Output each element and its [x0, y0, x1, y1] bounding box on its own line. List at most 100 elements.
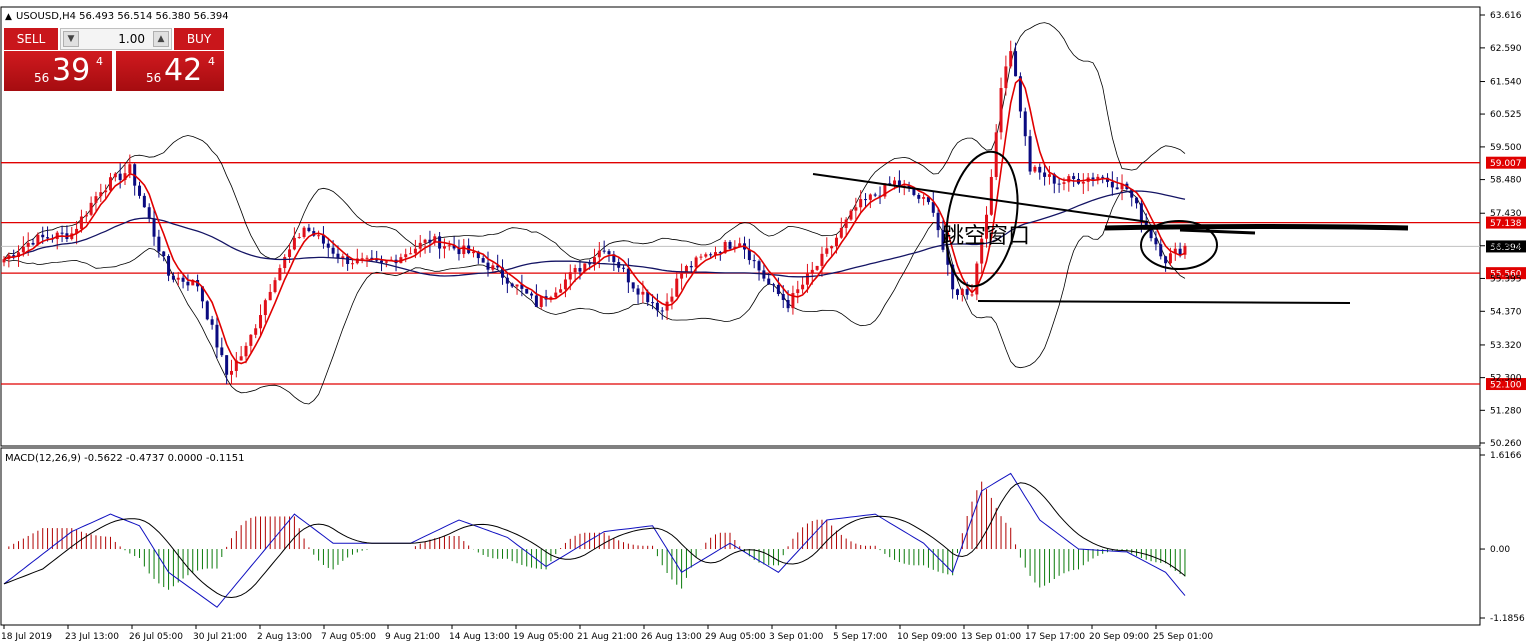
price-tick-label: 63.616: [1490, 11, 1522, 21]
time-label: 18 Jul 2019: [1, 632, 52, 642]
candle-body: [263, 300, 267, 316]
candle-body: [747, 249, 751, 261]
candle-body: [157, 236, 161, 252]
candle-body: [481, 258, 485, 263]
candle-body: [684, 265, 688, 273]
sell-price[interactable]: 56 39 4: [4, 51, 112, 91]
candle-body: [476, 251, 480, 259]
time-label: 9 Aug 21:00: [385, 632, 440, 642]
candle-body: [636, 288, 640, 295]
candle-body: [75, 228, 79, 234]
candle-body: [36, 234, 40, 245]
candle-body: [510, 283, 514, 287]
candle-body: [167, 256, 171, 276]
candle-body: [883, 183, 887, 197]
candle-body: [273, 280, 277, 292]
candle-body: [1047, 174, 1051, 177]
candle-body: [839, 227, 843, 238]
candle-body: [234, 360, 238, 371]
candle-body: [1081, 181, 1085, 184]
triangle-up-icon[interactable]: ▲: [5, 12, 12, 22]
candle-body: [612, 254, 616, 263]
candle-body: [1110, 181, 1114, 188]
candle-body: [1014, 51, 1018, 77]
candle-body: [428, 239, 432, 243]
lot-size-field[interactable]: ▼ 1.00 ▲: [60, 28, 172, 50]
buy-price[interactable]: 56 42 4: [116, 51, 224, 91]
candle-body: [220, 347, 224, 356]
level-label: 57.138: [1490, 219, 1522, 229]
candle-body: [704, 254, 708, 257]
candle-body: [186, 281, 190, 286]
candle-body: [583, 263, 587, 272]
marker-stroke-2: [1179, 228, 1256, 235]
level-label: 55.560: [1490, 270, 1522, 280]
candle-body: [941, 230, 945, 250]
candle-body: [244, 345, 248, 357]
lower-band: [3, 189, 1186, 405]
support-stroke: [977, 300, 1351, 304]
candle-body: [1062, 182, 1066, 184]
time-axis: 18 Jul 2019 23 Jul 13:00 26 Jul 05:00 30 Ju…: [1, 625, 1213, 642]
candle-body: [1115, 187, 1119, 190]
candle-body: [980, 238, 984, 264]
candle-body: [931, 202, 935, 213]
buy-button[interactable]: BUY: [174, 28, 224, 50]
candle-body: [1033, 166, 1037, 172]
candle-body: [655, 302, 659, 311]
candle-body: [89, 202, 93, 215]
candle-body: [1009, 51, 1013, 67]
candle-body: [810, 269, 814, 274]
price-tick-label: 62.590: [1490, 44, 1522, 54]
candle-body: [162, 251, 166, 257]
candle-body: [1018, 76, 1022, 112]
candle-body: [917, 194, 921, 199]
candle-body: [801, 284, 805, 290]
candle-body: [994, 132, 998, 177]
symbol-info: USOUSD,H4 56.493 56.514 56.380 56.394: [16, 11, 229, 22]
decrease-icon[interactable]: ▼: [63, 31, 79, 47]
time-label: 7 Aug 05:00: [321, 632, 376, 642]
candle-body: [413, 248, 417, 254]
candle-body: [1106, 177, 1110, 182]
candles[interactable]: [2, 40, 1187, 385]
candle-body: [423, 239, 427, 243]
candle-body: [926, 197, 930, 203]
candle-body: [922, 197, 926, 199]
candle-body: [94, 196, 98, 203]
candle-body: [597, 250, 601, 258]
candle-body: [1072, 176, 1076, 179]
level-label: 52.100: [1490, 381, 1522, 391]
candle-body: [670, 296, 674, 302]
candle-body: [501, 267, 505, 278]
candle-body: [317, 235, 321, 237]
candle-body: [60, 232, 64, 234]
candle-body: [1178, 248, 1182, 255]
candle-body: [26, 242, 30, 247]
time-label: 26 Aug 13:00: [641, 632, 702, 642]
macd-label: MACD(12,26,9) -0.5622 -0.4737 0.0000 -0.…: [5, 453, 244, 464]
candle-body: [776, 284, 780, 294]
current-price-tag: [1486, 240, 1526, 253]
macd-signal-line: [3, 482, 1186, 599]
increase-icon[interactable]: ▲: [153, 31, 169, 47]
candle-body: [767, 278, 771, 285]
candle-body: [1168, 253, 1172, 264]
candle-body: [868, 194, 872, 200]
candle-body: [559, 289, 563, 293]
candle-body: [815, 265, 819, 270]
candle-body: [786, 299, 790, 309]
time-label: 5 Sep 17:00: [833, 632, 888, 642]
price-tick-label: 53.320: [1490, 341, 1522, 351]
candle-body: [999, 88, 1003, 133]
candle-body: [1091, 177, 1095, 180]
time-label: 17 Sep 17:00: [1025, 632, 1085, 642]
macd-main-line: [3, 472, 1186, 608]
sell-button[interactable]: SELL: [4, 28, 58, 50]
level-tag: [1486, 378, 1526, 391]
candle-body: [718, 252, 722, 254]
candle-body: [1028, 136, 1032, 172]
level-tag: [1486, 156, 1526, 169]
candle-body: [288, 249, 292, 258]
candle-body: [723, 241, 727, 254]
